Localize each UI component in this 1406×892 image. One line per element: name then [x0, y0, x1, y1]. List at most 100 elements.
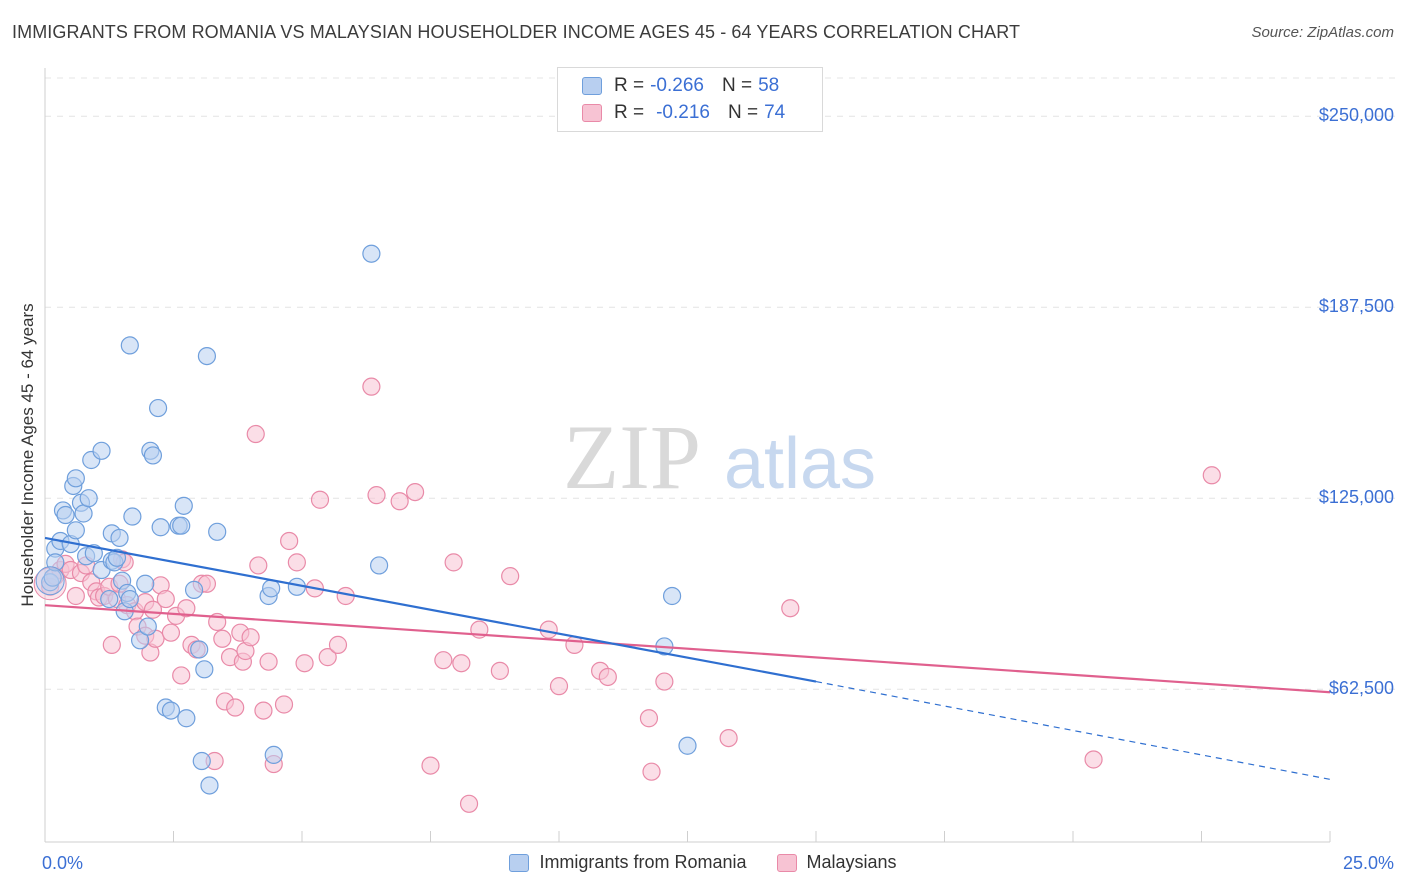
x-tick-label-max: 25.0%	[1342, 853, 1394, 873]
romania-point-6	[56, 505, 75, 525]
malaysians-point-45	[241, 628, 260, 647]
malaysians-r-label: R =	[614, 102, 645, 123]
malaysians-point-56	[310, 490, 330, 509]
malaysians-point-68	[459, 794, 479, 813]
x-tick-label-min: 0.0%	[42, 853, 84, 873]
romania-point-52	[262, 579, 281, 598]
watermark: ZIP atlas	[563, 406, 876, 508]
romania-point-32	[136, 574, 155, 593]
romania-point-37	[151, 518, 170, 537]
romania-point-14	[79, 489, 98, 508]
romania-cluster	[35, 566, 65, 596]
romania-point-43	[177, 709, 196, 728]
romania-point-33	[138, 617, 157, 636]
romania-point-23	[107, 548, 127, 567]
romania-point-24	[110, 528, 129, 548]
y-tick-label-3: $250,000	[1318, 105, 1394, 126]
malaysians-point-63	[405, 482, 425, 502]
malaysians-point-79	[655, 672, 674, 691]
malaysians-point-64	[421, 756, 440, 775]
malaysians-point-71	[501, 567, 520, 586]
malaysians-swatch	[582, 104, 602, 122]
romania-point-50	[208, 522, 227, 541]
malaysians-point-80	[719, 728, 738, 748]
romania-point-35	[143, 446, 163, 465]
grid-lines	[45, 77, 1395, 690]
watermark-zip: ZIP	[563, 406, 701, 508]
malaysians-point-77	[639, 709, 659, 728]
malaysians-point-47	[249, 556, 268, 575]
malaysians-point-74	[565, 635, 584, 654]
romania-legend-swatch	[509, 853, 530, 872]
romania-r-value: -0.266	[650, 75, 704, 96]
romania-trend-line	[44, 536, 817, 683]
romania-point-49	[200, 776, 219, 795]
romania-point-59	[678, 736, 697, 755]
romania-point-28	[120, 589, 139, 609]
romania-point-44	[184, 580, 204, 599]
malaysians-point-31	[177, 599, 196, 618]
y-tick-label-0: $62,500	[1328, 678, 1394, 699]
malaysians-point-51	[274, 695, 294, 714]
romania-point-42	[174, 496, 193, 515]
romania-point-36	[148, 398, 168, 418]
malaysians-point-58	[328, 635, 348, 654]
malaysians-point-81	[781, 599, 800, 618]
legend-row-malaysians: R = -0.216 N = 74	[582, 101, 785, 125]
malaysians-legend-swatch	[776, 853, 797, 872]
watermark-atlas: atlas	[724, 424, 876, 504]
malaysians-point-83	[1202, 466, 1221, 485]
romania-point-41	[172, 516, 191, 535]
malaysians-point-61	[367, 486, 386, 505]
malaysians-r-value: -0.216	[656, 102, 710, 123]
malaysians-point-73	[549, 677, 569, 696]
romania-trend-extension	[815, 680, 1331, 780]
malaysians-point-66	[444, 553, 463, 572]
romania-point-48	[197, 346, 217, 366]
correlation-legend: R = -0.266 N = 58 R = -0.216 N = 74	[557, 67, 823, 132]
malaysians-point-54	[295, 654, 314, 673]
romania-point-17	[92, 441, 111, 460]
romania-point-29	[120, 336, 139, 355]
malaysians-point-60	[362, 377, 381, 396]
legend-item-malaysians[interactable]: Malaysians	[776, 852, 897, 873]
malaysians-point-28	[161, 623, 181, 642]
malaysians-point-52	[280, 531, 299, 551]
malaysians-point-57	[318, 648, 337, 667]
malaysians-point-27	[156, 589, 175, 609]
malaysians-point-65	[434, 651, 453, 670]
malaysians-point-76	[598, 667, 617, 687]
malaysians-trend-line	[44, 604, 1331, 694]
chart-title: IMMIGRANTS FROM ROMANIA VS MALAYSIAN HOU…	[12, 22, 1021, 42]
romania-point-16	[84, 544, 103, 563]
malaysians-point-62	[390, 492, 409, 511]
romania-point-31	[130, 631, 150, 650]
romania-point-10	[66, 469, 85, 488]
legend-row-romania: R = -0.266 N = 58	[582, 74, 779, 98]
romania-point-45	[190, 640, 209, 659]
romania-point-46	[192, 751, 211, 771]
romania-point-30	[123, 507, 142, 526]
romania-point-47	[195, 660, 214, 679]
malaysians-legend-label: Malaysians	[806, 852, 897, 872]
malaysians-point-78	[642, 762, 661, 781]
malaysians-point-53	[287, 553, 306, 572]
romania-swatch	[582, 77, 602, 95]
romania-point-57	[662, 586, 682, 606]
malaysians-n-label: N =	[727, 102, 759, 123]
romania-legend-label: Immigrants from Romania	[539, 852, 747, 872]
malaysians-point-13	[102, 635, 121, 654]
trend-lines	[44, 536, 1331, 780]
romania-point-55	[362, 244, 381, 263]
malaysians-point-41	[226, 698, 245, 717]
malaysians-point-48	[254, 701, 273, 720]
legend-item-romania[interactable]: Immigrants from Romania	[509, 852, 747, 873]
malaysians-point-24	[143, 600, 163, 619]
series-legend: Immigrants from Romania Malaysians	[0, 852, 1406, 873]
malaysians-point-67	[452, 654, 471, 673]
romania-point-56	[370, 556, 389, 575]
romania-point-53	[264, 745, 283, 765]
malaysians-point-30	[172, 666, 191, 685]
romania-point-12	[74, 504, 93, 523]
